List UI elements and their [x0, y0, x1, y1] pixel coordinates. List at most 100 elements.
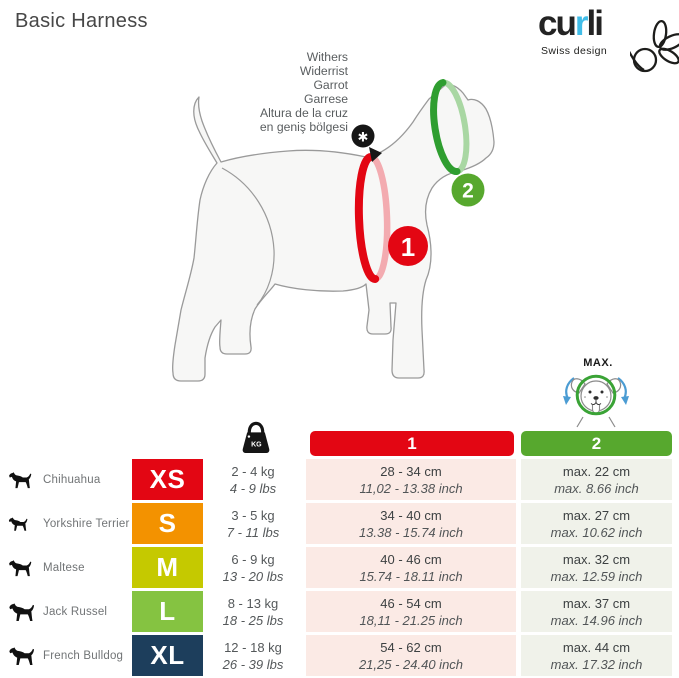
asterisk-icon: ✱: [358, 130, 369, 145]
weight-cell: 2 - 4 kg 4 - 9 lbs: [203, 459, 303, 500]
column-header-chest: 1: [310, 431, 514, 456]
withers-label-tr: en geniş bölgesi: [259, 119, 348, 134]
weight-lbs: 7 - 11 lbs: [226, 524, 280, 540]
breed-name: Chihuahua: [43, 473, 101, 486]
table-row-m: Maltese M 6 - 9 kg 13 - 20 lbs 40 - 46 c…: [0, 547, 679, 588]
max-label: MAX.: [583, 357, 613, 369]
neck-cm: max. 22 cm: [562, 463, 631, 479]
breed-icon-jack-russel: [8, 601, 35, 623]
neck-cm: max. 44 cm: [562, 639, 631, 655]
chest-cm: 54 - 62 cm: [380, 639, 442, 655]
column-header-neck: 2: [521, 431, 672, 456]
neck-inch: max. 8.66 inch: [554, 480, 639, 496]
brand-accent-letter: r: [574, 4, 589, 43]
chest-cell: 40 - 46 cm 15.74 - 18.11 inch: [306, 547, 516, 588]
withers-labels: Withers Widerrist Garrot Garrese Altura …: [147, 50, 348, 134]
neck-cm: max. 32 cm: [562, 551, 631, 567]
chest-inch: 13.38 - 15.74 inch: [358, 524, 464, 540]
size-badge-l: L: [132, 591, 203, 632]
neck-inch: max. 14.96 inch: [550, 612, 643, 628]
breed-icon-maltese: [8, 558, 32, 578]
kg-label: KG: [251, 441, 262, 448]
neck-cm: max. 37 cm: [562, 595, 631, 611]
neck-cell: max. 32 cm max. 12.59 inch: [521, 547, 672, 588]
size-badge-s: S: [132, 503, 203, 544]
arrow-down-icon: [369, 147, 382, 162]
svg-text:2: 2: [462, 180, 474, 203]
chest-cell: 28 - 34 cm 11,02 - 13.38 inch: [306, 459, 516, 500]
chest-cell: 54 - 62 cm 21,25 - 24.40 inch: [306, 635, 516, 676]
neck-inch: max. 17.32 inch: [550, 656, 643, 672]
weight-lbs: 4 - 9 lbs: [229, 480, 277, 496]
weight-kg-icon: KG: [242, 421, 270, 454]
breed-name: French Bulldog: [43, 649, 124, 662]
chest-cell: 46 - 54 cm 18,11 - 21.25 inch: [306, 591, 516, 632]
weight-cell: 6 - 9 kg 13 - 20 lbs: [203, 547, 303, 588]
chest-inch: 15.74 - 18.11 inch: [359, 568, 463, 584]
weight-cell: 3 - 5 kg 7 - 11 lbs: [203, 503, 303, 544]
neck-inch: max. 12.59 inch: [550, 568, 643, 584]
neck-cell: max. 44 cm max. 17.32 inch: [521, 635, 672, 676]
chest-cm: 34 - 40 cm: [380, 507, 442, 523]
brand-flower-icon: ®: [630, 19, 679, 73]
breed-name: Jack Russel: [43, 605, 108, 618]
table-row-l: Jack Russel L 8 - 13 kg 18 - 25 lbs 46 -…: [0, 591, 679, 632]
brand-text-end: li: [586, 4, 604, 43]
brand-tagline: Swiss design: [541, 45, 608, 57]
withers-label-en: Withers: [306, 50, 348, 64]
chest-cm: 28 - 34 cm: [380, 463, 442, 479]
chest-cm: 40 - 46 cm: [380, 551, 442, 567]
chest-cell: 34 - 40 cm 13.38 - 15.74 inch: [306, 503, 516, 544]
weight-kg: 2 - 4 kg: [231, 463, 275, 479]
chest-inch: 11,02 - 13.38 inch: [359, 480, 463, 496]
asterisk-marker: ✱: [351, 124, 382, 162]
brand-text: cu: [538, 4, 577, 43]
weight-kg: 3 - 5 kg: [231, 507, 275, 523]
brand-logo: curli Swiss design ®: [538, 4, 679, 82]
withers-label-it: Garrese: [303, 91, 348, 106]
breed-name: Yorkshire Terrier: [43, 517, 130, 530]
chest-inch: 21,25 - 24.40 inch: [358, 656, 464, 672]
arrow-left-icon: [563, 377, 575, 405]
weight-kg: 8 - 13 kg: [227, 595, 279, 611]
neck-inch: max. 10.62 inch: [550, 524, 643, 540]
weight-cell: 12 - 18 kg 26 - 39 lbs: [203, 635, 303, 676]
page-title: Basic Harness: [15, 10, 148, 32]
weight-lbs: 13 - 20 lbs: [222, 568, 284, 584]
size-badge-xs: XS: [132, 459, 203, 500]
size-badge-m: M: [132, 547, 203, 588]
breed-icon-yorkshire-terrier: [8, 515, 28, 532]
size-badge-xl: XL: [132, 635, 203, 676]
weight-lbs: 18 - 25 lbs: [222, 612, 284, 628]
neck-cm: max. 27 cm: [562, 507, 631, 523]
chest-badge: 1: [388, 226, 428, 266]
table-row-s: Yorkshire Terrier S 3 - 5 kg 7 - 11 lbs …: [0, 503, 679, 544]
svg-text:1: 1: [401, 232, 415, 262]
table-row-xl: French Bulldog XL 12 - 18 kg 26 - 39 lbs…: [0, 635, 679, 676]
neck-measure-ellipse: [430, 79, 470, 175]
brand-wordmark: curli: [538, 4, 604, 43]
neck-cell: max. 22 cm max. 8.66 inch: [521, 459, 672, 500]
chest-measure-ellipse: [354, 153, 391, 283]
chest-cm: 46 - 54 cm: [380, 595, 442, 611]
chest-inch: 18,11 - 21.25 inch: [359, 612, 463, 628]
withers-label-de: Widerrist: [299, 63, 348, 78]
withers-label-es: Altura de la cruz: [259, 105, 348, 120]
weight-lbs: 26 - 39 lbs: [222, 656, 284, 672]
weight-kg: 12 - 18 kg: [224, 639, 282, 655]
table-row-xs: Chihuahua XS 2 - 4 kg 4 - 9 lbs 28 - 34 …: [0, 459, 679, 500]
withers-label-fr: Garrot: [313, 77, 348, 92]
arrow-right-icon: [617, 377, 629, 405]
neck-badge: 2: [451, 173, 485, 207]
neck-cell: max. 27 cm max. 10.62 inch: [521, 503, 672, 544]
max-head-icon: MAX.: [563, 357, 629, 428]
breed-name: Maltese: [43, 561, 85, 574]
dog-illustration: [171, 84, 495, 382]
weight-kg: 6 - 9 kg: [231, 551, 275, 567]
neck-cell: max. 37 cm max. 14.96 inch: [521, 591, 672, 632]
breed-icon-french-bulldog: [8, 645, 35, 667]
puppy-face-icon: [570, 374, 622, 428]
breed-icon-chihuahua: [8, 470, 32, 490]
